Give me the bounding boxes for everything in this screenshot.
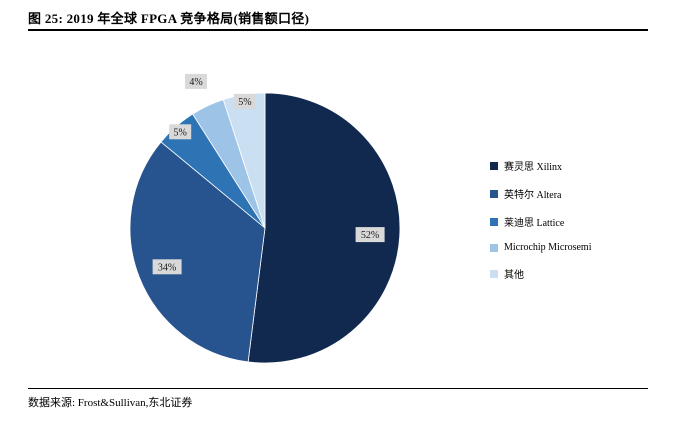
legend-label: 莱迪思 Lattice: [504, 218, 565, 229]
slice-label: 4%: [185, 73, 207, 89]
legend: 赛灵思 Xilinx 英特尔 Altera 莱迪思 Lattice Microc…: [490, 158, 591, 294]
pie-chart: 52% 34% 5% 4% 5%: [105, 72, 445, 392]
legend-label: 赛灵思 Xilinx: [504, 162, 563, 173]
slice-label: 34%: [152, 259, 182, 275]
chart-area: 52% 34% 5% 4% 5% 赛灵思 Xilinx 英特尔 Altera 莱迪思 L…: [0, 40, 676, 380]
legend-item: 莱迪思 Lattice: [490, 214, 591, 229]
slice-label: 5%: [169, 124, 192, 140]
legend-label: 其他: [504, 270, 524, 281]
pie-slice-0: [247, 92, 401, 364]
slice-label-bg: [355, 227, 385, 243]
slice-label-text: 5%: [238, 97, 251, 108]
source-rule: [28, 388, 648, 389]
legend-swatch: [490, 161, 498, 170]
figure-title: 图 25: 2019 年全球 FPGA 竞争格局(销售额口径): [28, 11, 310, 26]
legend-label: Microchip Microsemi: [504, 242, 592, 253]
legend-item: Microchip Microsemi: [490, 242, 591, 253]
legend-swatch: [490, 189, 498, 198]
slice-label-text: 4%: [189, 77, 202, 88]
slice-label-text: 34%: [158, 262, 176, 273]
legend-swatch: [490, 243, 498, 252]
pie-slice-1: [129, 141, 266, 363]
slice-label: 5%: [233, 93, 256, 109]
title-rule: [28, 29, 648, 31]
legend-swatch: [490, 269, 498, 278]
slice-label-bg: [233, 93, 256, 109]
slice-label: 52%: [355, 227, 385, 243]
source-text: 数据来源: Frost&Sullivan,东北证券: [28, 397, 193, 409]
legend-item: 英特尔 Altera: [490, 186, 591, 201]
pie-svg: 52% 34% 5% 4% 5%: [129, 73, 401, 364]
legend-label: 英特尔 Altera: [504, 190, 562, 201]
legend-item: 其他: [490, 266, 591, 281]
slice-label-text: 52%: [361, 230, 379, 241]
slice-label-bg: [169, 124, 192, 140]
slice-label-bg: [185, 73, 207, 89]
slice-label-text: 5%: [174, 127, 187, 138]
legend-swatch: [490, 217, 498, 226]
legend-item: 赛灵思 Xilinx: [490, 158, 591, 173]
slice-label-bg: [152, 259, 182, 275]
